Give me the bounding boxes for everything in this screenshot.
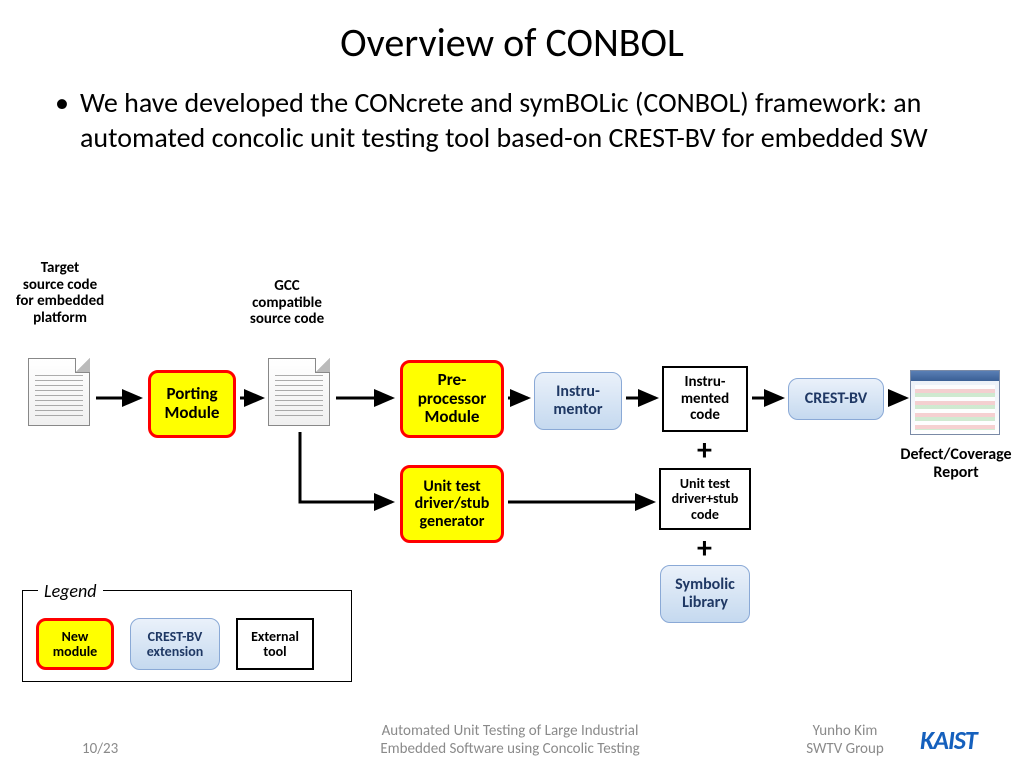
legend-external-tool: Externaltool (236, 618, 314, 670)
legend-title: Legend (38, 580, 103, 602)
legend-crest-ext: CREST-BVextension (130, 618, 220, 670)
footer-page: 10/23 (82, 740, 118, 758)
footer-center: Automated Unit Testing of Large Industri… (280, 722, 740, 758)
kaist-logo: KAIST (920, 724, 977, 756)
legend-new-module: Newmodule (36, 618, 114, 670)
footer-author: Yunho KimSWTV Group (790, 722, 900, 758)
